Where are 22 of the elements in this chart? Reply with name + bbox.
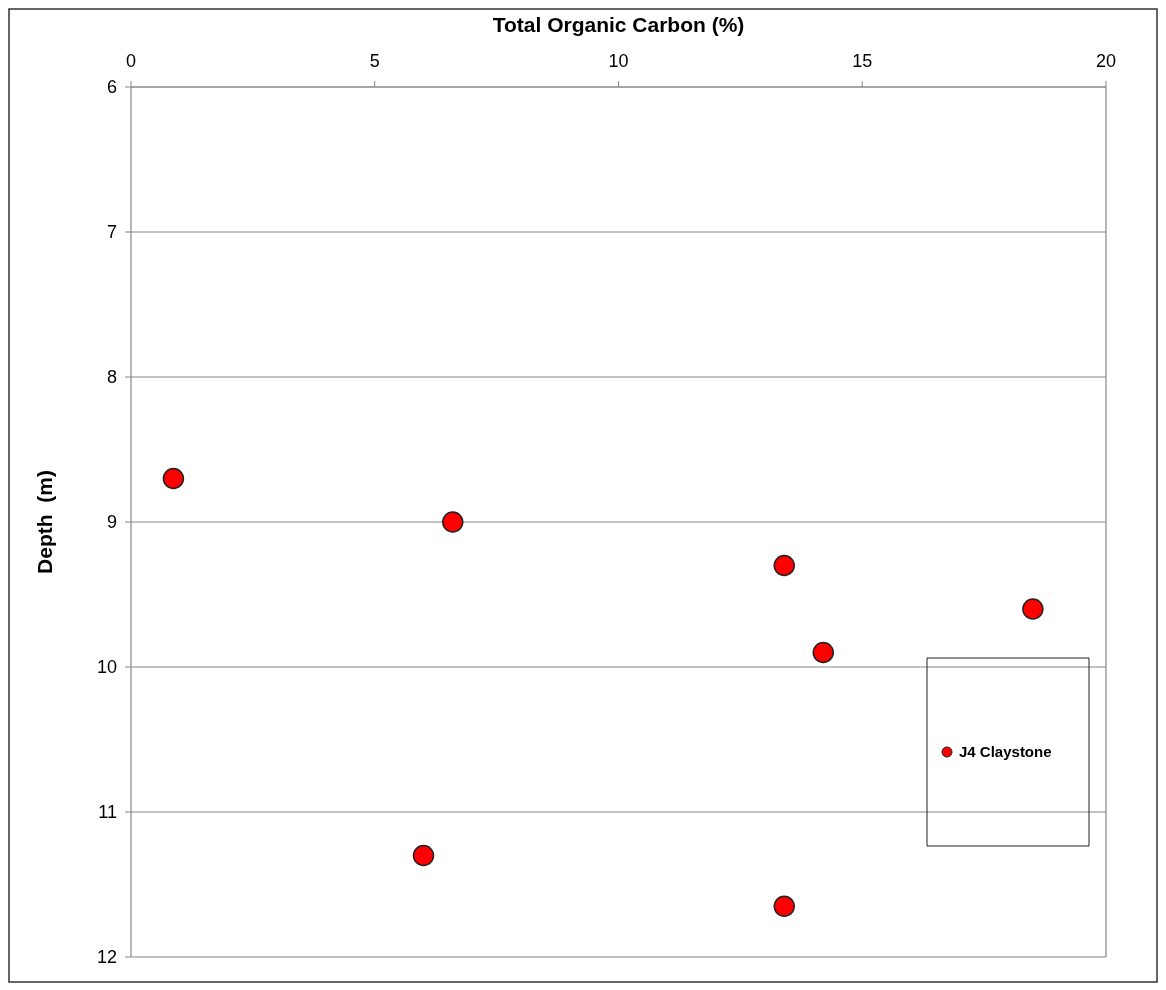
point [162, 467, 185, 490]
point [812, 641, 834, 664]
y-tick-label: 10 [96, 657, 117, 678]
x-tick-label: 5 [369, 51, 380, 71]
point [1022, 598, 1044, 620]
x-tick-label: 0 [125, 51, 137, 71]
y-tick-label: 6 [106, 77, 117, 98]
x-axis-title: Total Organic Carbon (%) [492, 13, 745, 36]
x-tick-label: 20 [1095, 51, 1117, 71]
x-tick-label: 15 [852, 51, 873, 71]
point [442, 511, 464, 533]
point [412, 844, 435, 867]
y-tick-label: 8 [106, 367, 117, 388]
y-tick-label: 7 [106, 222, 117, 243]
legend-label: J4 Claystone [959, 743, 1052, 761]
point [773, 895, 795, 917]
y-tick-label: 11 [98, 802, 117, 823]
y-tick-label: 12 [96, 947, 117, 968]
y-axis-title: Depth (m) [33, 470, 56, 574]
x-tick-label: 10 [608, 51, 629, 71]
point [773, 554, 795, 577]
y-tick-label: 9 [106, 512, 117, 533]
